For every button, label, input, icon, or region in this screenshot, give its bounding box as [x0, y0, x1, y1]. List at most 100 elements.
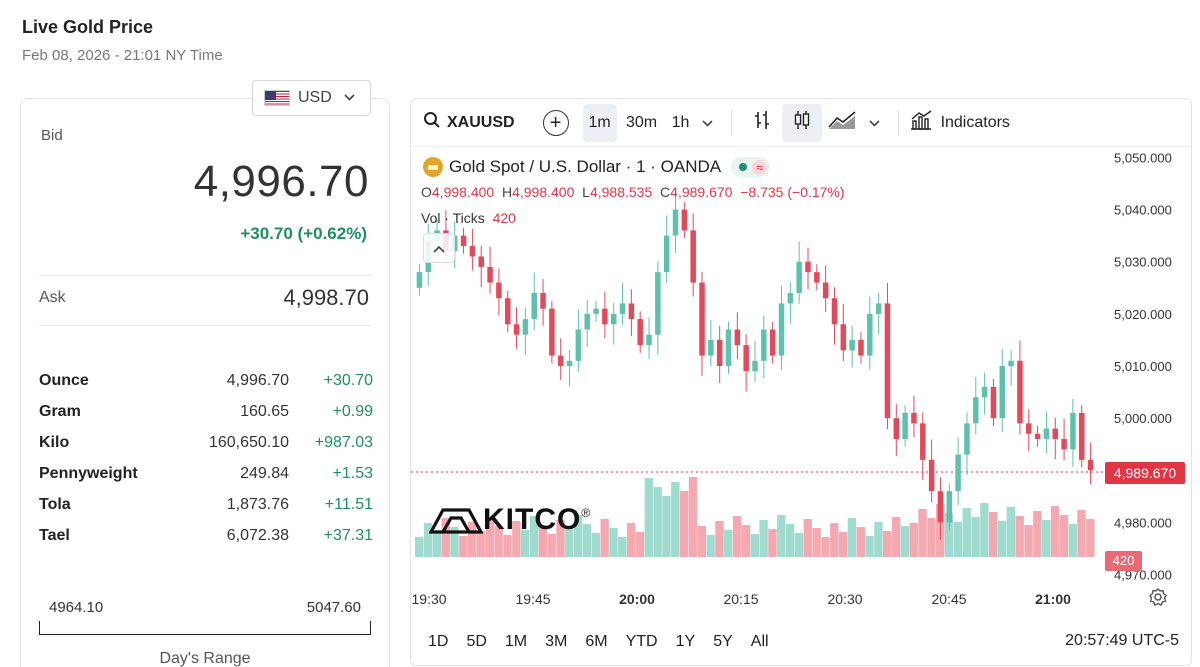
toolbar-divider [730, 109, 732, 136]
y-tick-label: 5,000.000 [1114, 411, 1172, 426]
unit-name: Ounce [39, 371, 89, 389]
candle-body [566, 360, 573, 366]
range-5d[interactable]: 5D [466, 633, 487, 650]
candle-body [496, 282, 502, 299]
y-tick-label: 5,040.000 [1114, 203, 1172, 218]
volume-bar [909, 523, 918, 557]
area-style-button[interactable] [822, 104, 862, 142]
candle-body [628, 303, 635, 320]
chart-type-dropdown[interactable] [862, 104, 888, 142]
interval-1h[interactable]: 1h [671, 113, 690, 131]
candle-body [822, 282, 829, 299]
volume-bar [503, 535, 512, 557]
bar-style-button[interactable] [742, 104, 782, 142]
candle-body [655, 272, 661, 335]
chart-widget: XAUUSD + 1m 30m 1h [410, 98, 1192, 666]
range-6m[interactable]: 6M [585, 633, 608, 650]
range-5y[interactable]: 5Y [713, 633, 733, 650]
candle-body [584, 313, 590, 330]
page-timestamp: Feb 08, 2026 - 21:01 NY Time [22, 47, 223, 64]
unit-change: +987.03 [314, 433, 373, 451]
gold-icon [423, 157, 443, 177]
candle-body [487, 266, 493, 283]
candle-body [478, 256, 484, 267]
y-tick-label: 4,970.000 [1114, 568, 1172, 583]
volume-bar [759, 520, 768, 557]
unit-price: 160,650.10 [208, 433, 289, 451]
candle-body [1087, 459, 1094, 471]
low-label: L [582, 184, 590, 200]
candle-body [955, 454, 961, 492]
volume-bar [1006, 507, 1016, 557]
low-value: 4,988.535 [589, 184, 653, 200]
candle-body [557, 355, 564, 366]
day-range-low: 4964.10 [49, 599, 104, 616]
range-ytd[interactable]: YTD [625, 633, 658, 650]
time-tick: 20:30 [827, 591, 863, 607]
candle-body [619, 303, 626, 314]
volume-bar [688, 477, 698, 557]
candle-body [769, 329, 776, 356]
volume-bar [794, 533, 804, 557]
time-tick: 19:30 [411, 591, 447, 607]
volume-bar [1033, 511, 1042, 557]
volume-bar [715, 521, 724, 557]
candle-body [1052, 428, 1058, 439]
interval-dropdown[interactable] [695, 104, 721, 142]
interval-30m[interactable]: 30m [626, 113, 658, 131]
range-1d[interactable]: 1D [428, 633, 449, 650]
unit-price: 160.65 [240, 402, 289, 420]
currency-label: USD [298, 89, 332, 106]
candle-body [646, 334, 652, 346]
candle-body [1017, 360, 1023, 424]
candle-body [1070, 412, 1076, 450]
y-tick-label: 5,020.000 [1114, 307, 1172, 322]
volume-bar [494, 526, 503, 557]
range-3m[interactable]: 3M [545, 633, 568, 650]
volume-bar [1015, 516, 1024, 557]
range-1y[interactable]: 1Y [675, 633, 696, 650]
volume-bar [927, 518, 936, 557]
candle-body [681, 209, 688, 231]
chart-settings-button[interactable] [1148, 587, 1168, 612]
candle-body [672, 209, 679, 236]
volume-bar [989, 512, 998, 557]
unit-price-table: Ounce 4,996.70 +30.70 Gram 160.65 +0.99 … [39, 365, 373, 551]
unit-price: 249.84 [240, 464, 289, 482]
volume-bar [662, 496, 671, 557]
range-all[interactable]: All [750, 633, 769, 650]
volume-bar [980, 503, 989, 557]
candle-body [973, 397, 979, 424]
volume-bar [768, 529, 777, 557]
indicators-button[interactable]: Indicators [909, 104, 1010, 142]
volume-bar [547, 534, 556, 557]
collapse-legend-button[interactable] [423, 233, 455, 263]
chart-clock: 20:57:49 UTC-5 [1065, 632, 1179, 649]
candle-body [531, 293, 537, 320]
symbol-search[interactable]: XAUUSD [423, 104, 515, 142]
candle-body [858, 339, 864, 356]
candle-body [787, 293, 794, 304]
candle-body [796, 261, 802, 293]
volume-bar [1042, 520, 1051, 557]
ask-value: 4,998.70 [283, 285, 369, 310]
volume-bar [1077, 510, 1086, 557]
volume-bar [432, 532, 442, 557]
volume-bar [724, 530, 733, 557]
candle-body [540, 293, 546, 309]
currency-selector[interactable]: USD [252, 80, 371, 116]
volume-legend: Vol · Ticks 420 [421, 210, 516, 226]
market-open-dot-icon [739, 163, 748, 171]
range-1m[interactable]: 1M [504, 633, 528, 650]
interval-1m[interactable]: 1m [582, 103, 617, 142]
bid-label: Bid [41, 127, 63, 144]
candle-style-button[interactable] [781, 103, 822, 142]
volume-bar [679, 491, 689, 557]
volume-bar [423, 523, 433, 557]
unit-name: Tola [39, 495, 71, 513]
unit-price: 4,996.70 [226, 371, 289, 389]
registered-mark: ® [581, 506, 591, 520]
compare-symbol-button[interactable]: + [542, 109, 569, 136]
chart-legend-title: Gold Spot / U.S. Dollar · 1 · OANDA ≈ [423, 157, 771, 177]
volume-bar [520, 530, 530, 557]
